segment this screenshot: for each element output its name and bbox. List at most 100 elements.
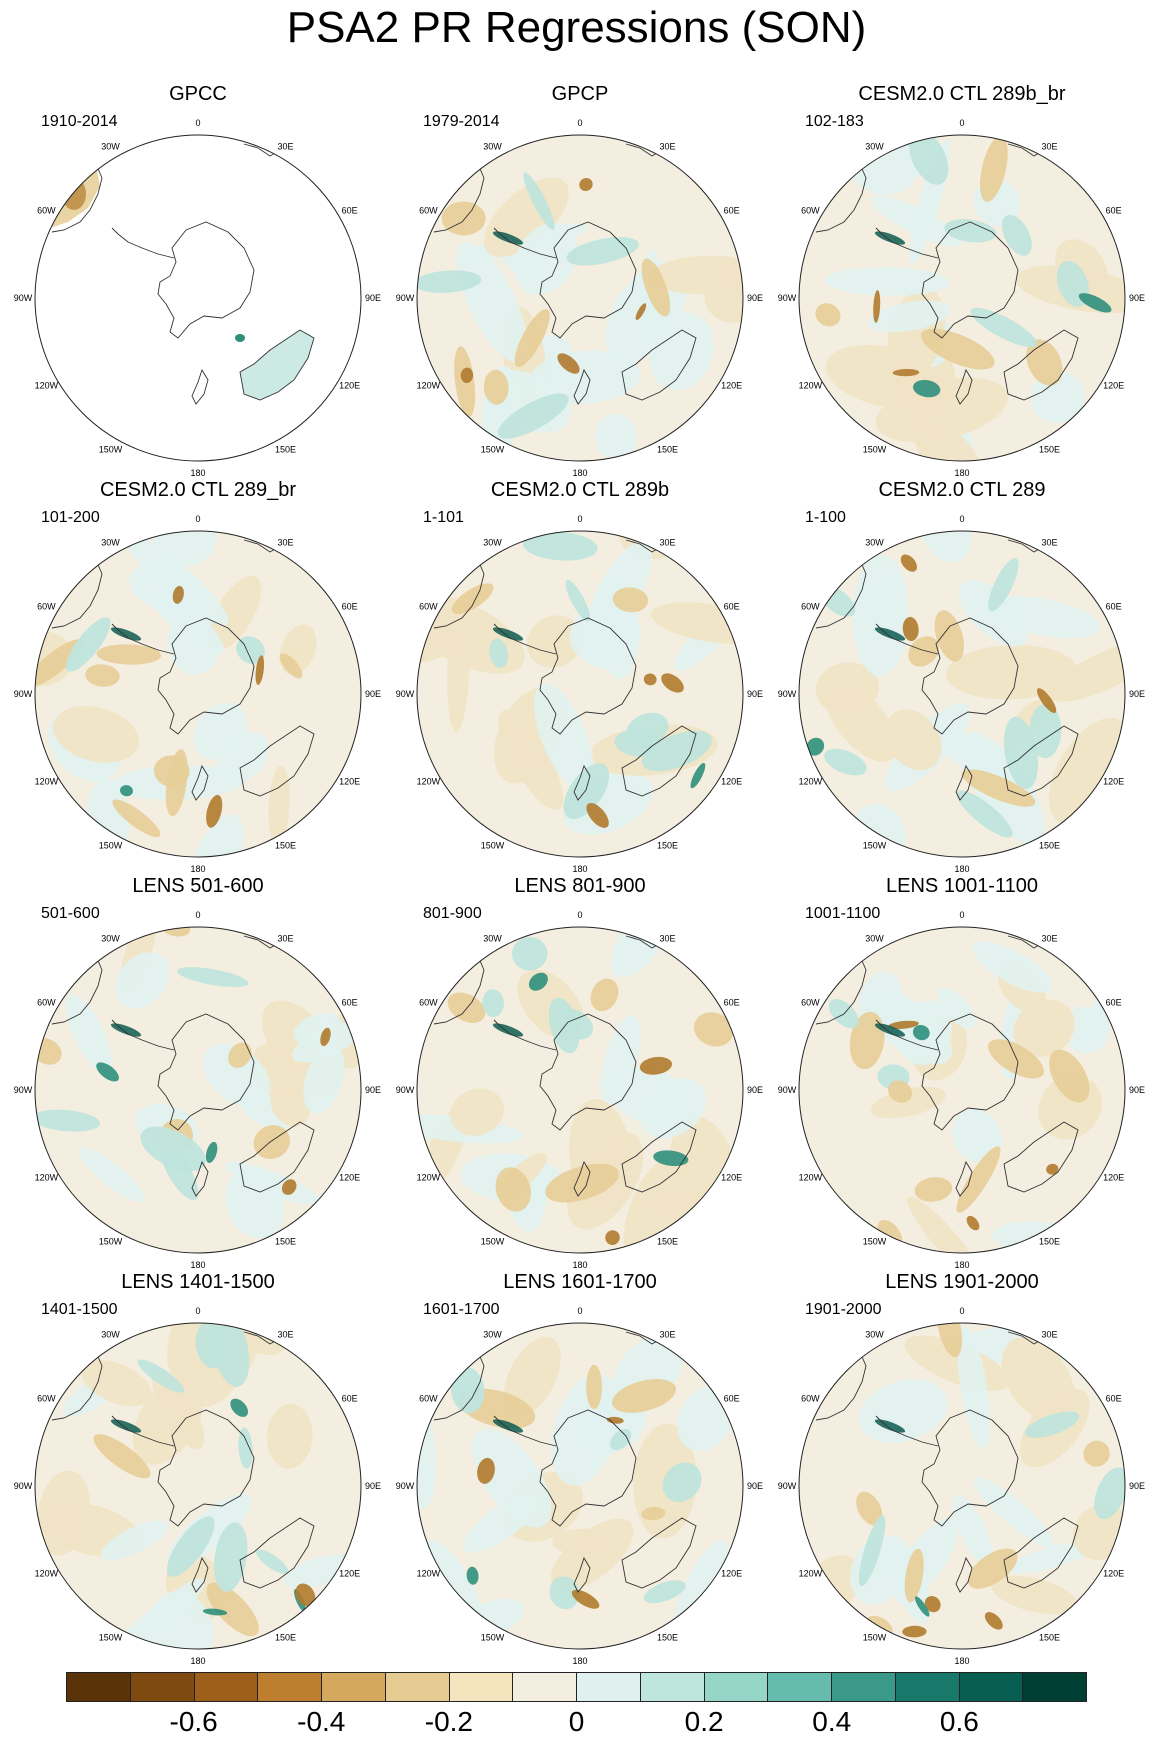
- precip-field: [417, 531, 743, 857]
- lon-label: 30W: [483, 1329, 502, 1339]
- lon-label: 180: [954, 1260, 969, 1269]
- lon-label: 60W: [801, 998, 820, 1008]
- colorbar-swatch: [895, 1673, 960, 1701]
- lon-label: 150E: [1039, 1237, 1060, 1247]
- lon-label: 30W: [483, 141, 502, 151]
- lon-label: 60W: [801, 602, 820, 612]
- lon-label: 150W: [863, 1237, 887, 1247]
- map-panel: 0 30E 60E 90E 120E 150E 180 150W 120W 90W 60W 30W LE…: [772, 874, 1152, 1269]
- lon-label: 150E: [275, 445, 296, 455]
- panel-years: 1901-2000: [805, 1301, 882, 1318]
- lon-label: 0: [959, 118, 964, 128]
- panel-years: 1979-2014: [423, 113, 500, 130]
- lon-label: 30W: [483, 933, 502, 943]
- lon-label: 30W: [101, 141, 120, 151]
- lon-label: 120E: [721, 1569, 742, 1579]
- panel-years: 1001-1100: [805, 905, 881, 922]
- map-panel: 0 30E 60E 90E 120E 150E 180 150W 120W 90W 60W 30W LE…: [390, 1270, 770, 1665]
- map-border: [34, 134, 362, 462]
- map-panel: 0 30E 60E 90E 120E 150E 180 150W 120W 90W 60W 30W LE…: [390, 874, 770, 1269]
- lon-label: 180: [572, 864, 587, 873]
- colorbar-swatch: [832, 1673, 896, 1701]
- lon-label: 120W: [799, 1569, 823, 1579]
- precip-field: [417, 1323, 743, 1649]
- lon-label: 150E: [1039, 1633, 1060, 1643]
- coastlines: [431, 1323, 697, 1593]
- lon-label: 30E: [277, 537, 293, 547]
- lon-label: 30W: [101, 537, 120, 547]
- lon-label: 120E: [339, 777, 360, 787]
- panel-years: 801-900: [423, 905, 482, 922]
- lon-label: 90W: [14, 1085, 33, 1095]
- polar-map: 0 30E 60E 90E 120E 150E 180 150W 120W 90W 60W 30W: [778, 118, 1145, 477]
- lon-label: 150W: [863, 1633, 887, 1643]
- panel-years: 1910-2014: [41, 113, 118, 130]
- lon-label: 0: [959, 1306, 964, 1316]
- map-border: [416, 1322, 744, 1650]
- lon-label: 90E: [1129, 1481, 1145, 1491]
- lon-label: 120E: [339, 1569, 360, 1579]
- panel-title: CESM2.0 CTL 289b_br: [858, 83, 1066, 105]
- lon-label: 60E: [342, 1394, 358, 1404]
- map-border: [416, 926, 744, 1254]
- panel-title: LENS 1001-1100: [886, 875, 1038, 897]
- precip-field: [35, 927, 361, 1253]
- colorbar-tick-label: 0.2: [684, 1706, 724, 1737]
- polar-map: 0 30E 60E 90E 120E 150E 180 150W 120W 90W 60W 30W: [778, 514, 1145, 873]
- lon-label: 180: [190, 1260, 205, 1269]
- lon-label: 120W: [417, 1173, 441, 1183]
- colorbar-swatch: [322, 1673, 386, 1701]
- lon-label: 180: [572, 468, 587, 477]
- lon-label: 0: [577, 514, 582, 524]
- lon-label: 150E: [1039, 445, 1060, 455]
- lon-label: 180: [954, 864, 969, 873]
- lon-label: 90W: [14, 689, 33, 699]
- lon-label: 30E: [1041, 1329, 1057, 1339]
- panel-title: LENS 1901-2000: [885, 1271, 1039, 1293]
- lon-label: 60E: [342, 602, 358, 612]
- map-panel: 0 30E 60E 90E 120E 150E 180 150W 120W 90W 60W 30W LE…: [8, 1270, 388, 1665]
- colorbar-swatch: [194, 1673, 259, 1701]
- precip-field: [35, 531, 361, 857]
- lon-label: 120W: [417, 777, 441, 787]
- panel-years: 102-183: [805, 113, 864, 130]
- panel-years: 101-200: [41, 509, 100, 526]
- polar-map: 0 30E 60E 90E 120E 150E 180 150W 120W 90W 60W 30W: [14, 118, 381, 477]
- lon-label: 150W: [481, 445, 505, 455]
- map-border: [34, 1322, 362, 1650]
- colorbar-tick-label: 0.6: [939, 1706, 979, 1737]
- colorbar-tick-label: -0.2: [424, 1706, 473, 1737]
- colorbar-swatch: [959, 1673, 1024, 1701]
- lon-label: 60E: [724, 1394, 740, 1404]
- precip-field: [417, 927, 743, 1253]
- polar-map: 0 30E 60E 90E 120E 150E 180 150W 120W 90W 60W 30W: [14, 1306, 381, 1665]
- colorbar-swatch: [449, 1673, 514, 1701]
- panel-title: CESM2.0 CTL 289: [878, 479, 1046, 501]
- lon-label: 120E: [339, 1173, 360, 1183]
- colorbar-swatch: [1023, 1673, 1086, 1701]
- lon-label: 60W: [419, 998, 438, 1008]
- lon-label: 0: [195, 910, 200, 920]
- lon-label: 90W: [778, 689, 797, 699]
- lon-label: 180: [190, 864, 205, 873]
- lon-label: 120W: [35, 1173, 59, 1183]
- lon-label: 120E: [1103, 1173, 1124, 1183]
- colorbar-tick-label: 0.4: [812, 1706, 852, 1737]
- polar-map: 0 30E 60E 90E 120E 150E 180 150W 120W 90W 60W 30W: [396, 910, 763, 1269]
- lon-label: 90W: [778, 1085, 797, 1095]
- lon-label: 150W: [481, 1633, 505, 1643]
- lon-label: 120E: [1103, 381, 1124, 391]
- lon-label: 120W: [35, 1569, 59, 1579]
- lon-label: 30E: [659, 141, 675, 151]
- precip-field: [799, 927, 1125, 1253]
- lon-label: 30W: [101, 933, 120, 943]
- lon-label: 30E: [659, 933, 675, 943]
- lon-label: 60W: [37, 998, 56, 1008]
- lon-label: 30E: [277, 1329, 293, 1339]
- lon-label: 180: [190, 1656, 205, 1665]
- panel-title: CESM2.0 CTL 289_br: [99, 479, 296, 501]
- colorbar-swatch: [768, 1673, 832, 1701]
- lon-label: 90E: [747, 689, 763, 699]
- lon-label: 90E: [1129, 1085, 1145, 1095]
